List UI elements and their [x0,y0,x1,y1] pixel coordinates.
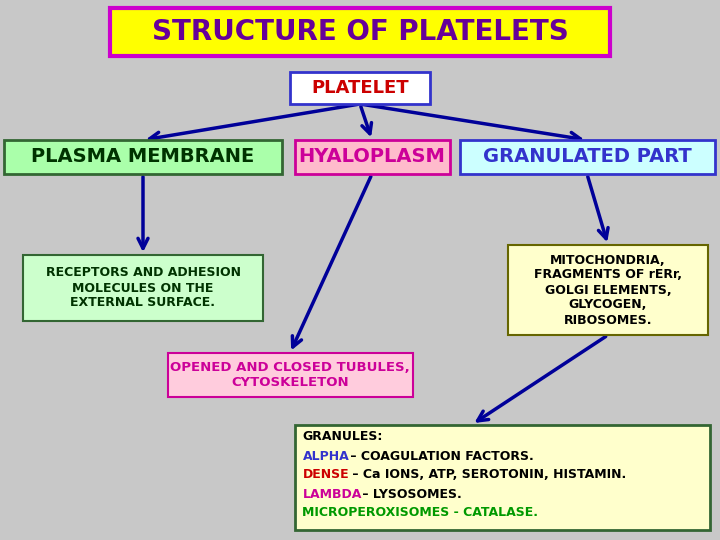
Text: – COAGULATION FACTORS.: – COAGULATION FACTORS. [346,449,534,462]
FancyBboxPatch shape [110,8,610,56]
FancyBboxPatch shape [459,140,714,174]
Text: STRUCTURE OF PLATELETS: STRUCTURE OF PLATELETS [152,18,568,46]
Text: PLASMA MEMBRANE: PLASMA MEMBRANE [32,147,255,166]
FancyBboxPatch shape [290,72,430,104]
FancyBboxPatch shape [294,424,709,530]
FancyBboxPatch shape [168,353,413,397]
Text: – Ca IONS, ATP, SEROTONIN, HISTAMIN.: – Ca IONS, ATP, SEROTONIN, HISTAMIN. [348,469,626,482]
FancyBboxPatch shape [508,245,708,335]
Text: DENSE: DENSE [302,469,349,482]
Text: PLATELET: PLATELET [311,79,409,97]
FancyBboxPatch shape [4,140,282,174]
Text: GRANULATED PART: GRANULATED PART [482,147,691,166]
Text: – LYSOSOMES.: – LYSOSOMES. [358,488,462,501]
Text: RECEPTORS AND ADHESION
MOLECULES ON THE
EXTERNAL SURFACE.: RECEPTORS AND ADHESION MOLECULES ON THE … [45,267,240,309]
Text: MITOCHONDRIA,
FRAGMENTS OF rERr,
GOLGI ELEMENTS,
GLYCOGEN,
RIBOSOMES.: MITOCHONDRIA, FRAGMENTS OF rERr, GOLGI E… [534,253,682,327]
FancyBboxPatch shape [294,140,449,174]
Text: HYALOPLASM: HYALOPLASM [299,147,446,166]
Text: MICROPEROXISOMES - CATALASE.: MICROPEROXISOMES - CATALASE. [302,507,539,519]
FancyBboxPatch shape [23,255,263,321]
Text: GRANULES:: GRANULES: [302,430,383,443]
Text: OPENED AND CLOSED TUBULES,
CYTOSKELETON: OPENED AND CLOSED TUBULES, CYTOSKELETON [170,361,410,389]
Text: ALPHA: ALPHA [302,449,349,462]
Text: LAMBDA: LAMBDA [302,488,362,501]
